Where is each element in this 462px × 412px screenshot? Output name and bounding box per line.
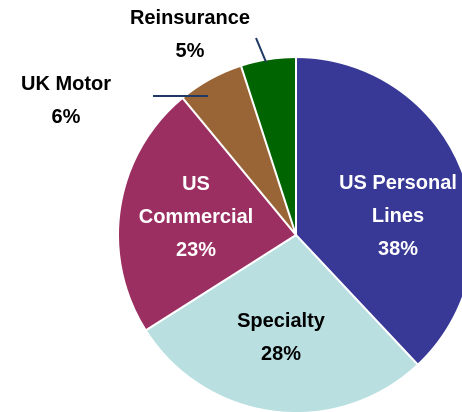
slice-label: US Commercial 23% xyxy=(136,168,256,267)
value-label: 6% xyxy=(51,106,81,128)
value-label: 5% xyxy=(175,40,205,62)
value-label: 23% xyxy=(175,239,217,261)
pie-slice xyxy=(117,96,298,332)
value-label: 28% xyxy=(260,343,302,365)
category-label: US Commercial xyxy=(138,173,254,228)
slice-label: Reinsurance 5% xyxy=(105,2,275,68)
slice-label: Specialty 28% xyxy=(206,305,356,371)
category-label: Reinsurance xyxy=(129,7,251,29)
category-label: US Personal Lines xyxy=(339,172,457,227)
slice-label: UK Motor 6% xyxy=(0,68,136,134)
pie-slice xyxy=(295,55,462,367)
leader-line xyxy=(255,37,267,63)
pie-slice xyxy=(239,55,297,236)
category-label: UK Motor xyxy=(21,73,111,95)
slice-label: US Personal Lines 38% xyxy=(338,167,458,266)
value-label: 38% xyxy=(377,238,419,260)
category-label: Specialty xyxy=(237,310,325,332)
